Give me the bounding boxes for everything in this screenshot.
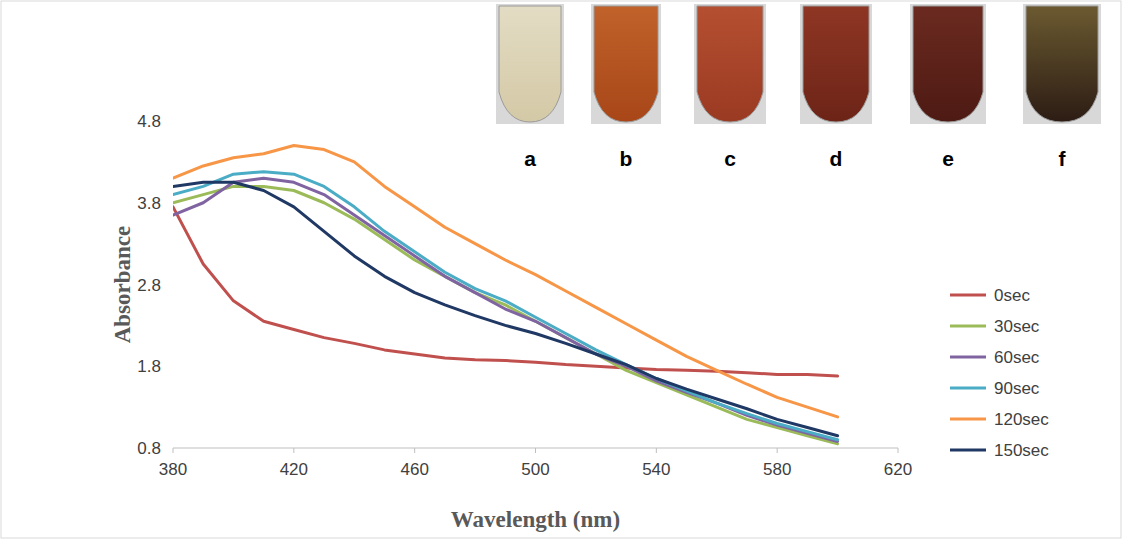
chart-frame xyxy=(1,1,1121,538)
legend-swatch xyxy=(950,294,986,297)
y-tick xyxy=(169,202,173,203)
y-tick-label: 3.8 xyxy=(137,194,161,213)
tube-photo xyxy=(803,6,869,122)
chart-svg: 380 420 460 500 540 580 620 0.8 1.8 2.8 3.8 4.8 Wave… xyxy=(0,0,1123,540)
legend-label: 90sec xyxy=(994,379,1040,398)
y-axis-title: Absorbance xyxy=(110,226,135,344)
x-tick-label: 620 xyxy=(884,460,912,479)
photo-background xyxy=(800,4,872,124)
x-tick-label: 460 xyxy=(400,460,428,479)
tube-photo xyxy=(697,6,763,122)
x-tick-label: 420 xyxy=(280,460,308,479)
x-tick xyxy=(535,448,536,453)
legend-swatch xyxy=(950,325,986,328)
tube-photo xyxy=(1026,6,1098,122)
x-tick xyxy=(173,448,174,453)
x-tick-label: 580 xyxy=(763,460,791,479)
legend-label: 150sec xyxy=(994,441,1049,460)
x-tick-label: 500 xyxy=(521,460,549,479)
y-tick xyxy=(169,366,173,367)
chart-root: 380 420 460 500 540 580 620 0.8 1.8 2.8 3.8 4.8 Wave… xyxy=(0,0,1123,540)
photo-background xyxy=(496,4,564,124)
x-tick xyxy=(898,448,899,453)
x-tick xyxy=(293,448,294,453)
x-tick xyxy=(656,448,657,453)
photo-background xyxy=(910,4,986,124)
y-tick-label: 1.8 xyxy=(137,357,161,376)
legend-swatch xyxy=(950,356,986,359)
x-tick xyxy=(777,448,778,453)
legend-swatch xyxy=(950,418,986,421)
legend-label: 120sec xyxy=(994,410,1049,429)
x-tick xyxy=(414,448,415,453)
tube-label: c xyxy=(724,147,736,170)
legend-label: 60sec xyxy=(994,348,1040,367)
series-line xyxy=(173,146,838,417)
y-tick-label: 4.8 xyxy=(137,112,161,131)
tube-label: e xyxy=(942,147,954,170)
series-group xyxy=(173,146,838,444)
x-tick-label: 540 xyxy=(642,460,670,479)
tube-photo xyxy=(913,6,983,122)
y-tick xyxy=(169,448,173,449)
tube-photo xyxy=(499,6,561,122)
x-axis-title: Wavelength (nm) xyxy=(451,507,620,532)
tube-label: f xyxy=(1059,147,1067,170)
tube-label: b xyxy=(620,147,633,170)
y-tick-label: 0.8 xyxy=(137,439,161,458)
photo-background xyxy=(591,4,661,124)
photo-background xyxy=(1023,4,1101,124)
legend-label: 0sec xyxy=(994,286,1030,305)
tube-label: a xyxy=(524,147,536,170)
series-line xyxy=(173,207,838,376)
y-tick-label: 2.8 xyxy=(137,276,161,295)
series-line xyxy=(173,182,838,435)
tube-label: d xyxy=(830,147,843,170)
series-line xyxy=(173,178,838,441)
legend-swatch xyxy=(950,387,986,390)
x-tick-label: 380 xyxy=(159,460,187,479)
y-tick xyxy=(169,284,173,285)
legend-swatch xyxy=(950,449,986,452)
photo-background xyxy=(694,4,766,124)
y-tick xyxy=(169,121,173,122)
legend-label: 30sec xyxy=(994,317,1040,336)
tube-photo xyxy=(594,6,658,122)
series-line xyxy=(173,172,838,440)
